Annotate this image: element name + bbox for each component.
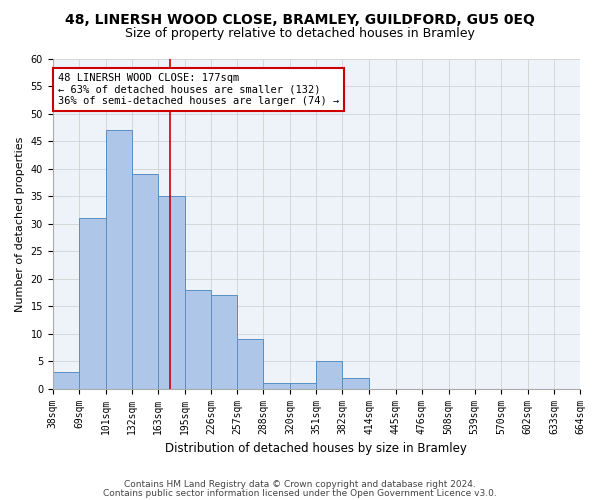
Bar	[237, 339, 263, 388]
Bar	[79, 218, 106, 388]
Text: Size of property relative to detached houses in Bramley: Size of property relative to detached ho…	[125, 28, 475, 40]
Text: 48, LINERSH WOOD CLOSE, BRAMLEY, GUILDFORD, GU5 0EQ: 48, LINERSH WOOD CLOSE, BRAMLEY, GUILDFO…	[65, 12, 535, 26]
Text: Contains public sector information licensed under the Open Government Licence v3: Contains public sector information licen…	[103, 488, 497, 498]
X-axis label: Distribution of detached houses by size in Bramley: Distribution of detached houses by size …	[166, 442, 467, 455]
Bar	[316, 361, 343, 388]
Bar	[263, 383, 290, 388]
Bar	[343, 378, 370, 388]
Bar	[290, 383, 316, 388]
Bar	[211, 296, 237, 388]
Text: 48 LINERSH WOOD CLOSE: 177sqm
← 63% of detached houses are smaller (132)
36% of : 48 LINERSH WOOD CLOSE: 177sqm ← 63% of d…	[58, 72, 339, 106]
Bar	[106, 130, 132, 388]
Text: Contains HM Land Registry data © Crown copyright and database right 2024.: Contains HM Land Registry data © Crown c…	[124, 480, 476, 489]
Bar	[185, 290, 211, 388]
Bar	[53, 372, 79, 388]
Bar	[158, 196, 185, 388]
Y-axis label: Number of detached properties: Number of detached properties	[15, 136, 25, 312]
Bar	[132, 174, 158, 388]
